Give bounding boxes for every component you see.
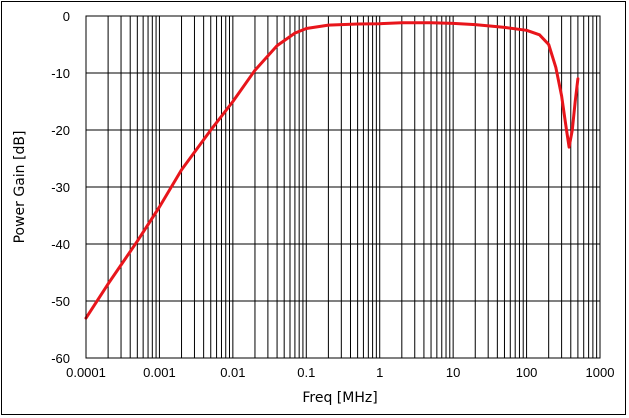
x-tick-label: 0.0001	[66, 365, 106, 380]
y-tick-label: 0	[63, 9, 70, 24]
plot-area-border	[85, 15, 601, 359]
y-tick-label: -30	[51, 180, 70, 195]
x-tick-label: 0.01	[220, 365, 245, 380]
x-tick-label: 100	[516, 365, 538, 380]
x-tick-label: 0.1	[297, 365, 315, 380]
y-tick-labels: 0 -10 -20 -30 -40 -50 -60	[51, 9, 70, 366]
y-tick-label: -50	[51, 294, 70, 309]
series-group	[84, 21, 580, 320]
x-tick-labels: 0.0001 0.001 0.01 0.1 1 10 100 1000	[66, 365, 614, 380]
x-tick-label: 10	[446, 365, 460, 380]
y-axis-label: Power Gain [dB]	[12, 131, 28, 244]
x-tick-label: 1	[376, 365, 383, 380]
y-tick-label: -20	[51, 123, 70, 138]
y-tick-label: -40	[51, 237, 70, 252]
y-tick-label: -10	[51, 66, 70, 81]
x-tick-label: 0.001	[143, 365, 176, 380]
x-axis-label: Freq [MHz]	[302, 390, 377, 406]
power-gain-series-line	[84, 21, 580, 320]
y-tick-label: -60	[51, 351, 70, 366]
x-tick-label: 1000	[586, 365, 615, 380]
